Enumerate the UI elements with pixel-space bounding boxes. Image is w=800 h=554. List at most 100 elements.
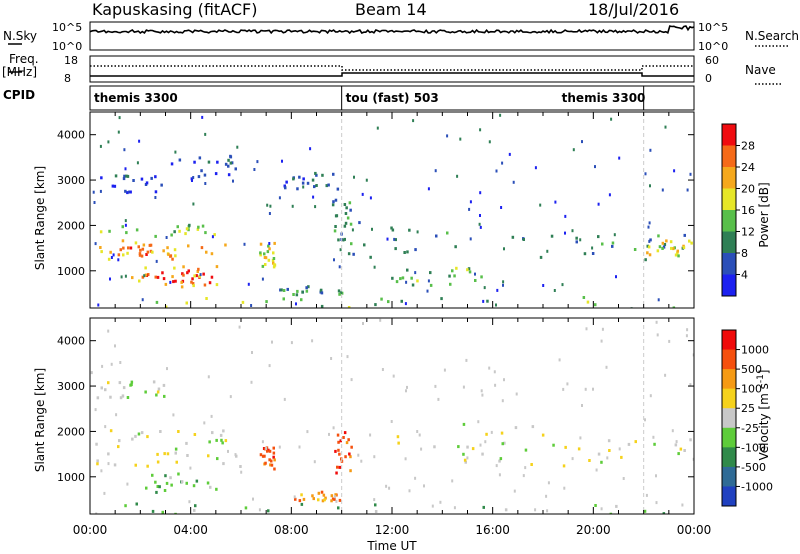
data-cell <box>333 229 337 233</box>
data-cell <box>107 462 110 466</box>
data-cell <box>344 455 347 459</box>
data-cell <box>610 117 613 121</box>
data-cell <box>479 191 482 195</box>
data-cell <box>251 351 253 354</box>
data-cell <box>101 364 104 368</box>
colorbar-swatch <box>722 388 736 409</box>
data-cell <box>188 223 191 227</box>
data-cell <box>199 273 202 277</box>
data-cell <box>692 457 694 461</box>
data-cell <box>656 333 659 337</box>
data-cell <box>325 184 328 188</box>
data-cell <box>193 433 197 436</box>
data-cell <box>180 480 184 484</box>
data-cell <box>357 453 360 457</box>
data-cell <box>125 231 128 235</box>
data-cell <box>690 241 693 245</box>
data-cell <box>662 245 666 249</box>
colorbar-swatch <box>722 349 736 370</box>
data-cell <box>344 221 348 225</box>
data-cell <box>645 493 648 497</box>
colorbar-tick: 4 <box>741 269 748 282</box>
data-cell <box>499 113 502 117</box>
data-cell <box>296 289 299 293</box>
data-cell <box>185 481 188 485</box>
colorbar-swatch <box>722 145 736 168</box>
data-cell <box>579 436 582 440</box>
y-tick-label: 3000 <box>57 174 85 187</box>
data-cell <box>253 168 256 171</box>
nsearch-label: N.Search <box>745 29 799 43</box>
data-cell <box>338 465 342 469</box>
data-cell <box>164 282 168 286</box>
data-cell <box>243 242 246 246</box>
data-cell <box>149 249 153 253</box>
data-cell <box>446 231 449 235</box>
data-cell <box>166 452 170 456</box>
data-cell <box>581 404 583 407</box>
data-cell <box>220 438 223 442</box>
data-cell <box>202 272 205 276</box>
data-cell <box>174 254 177 258</box>
data-cell <box>420 447 423 451</box>
data-cell <box>405 280 408 284</box>
data-cell <box>97 303 100 307</box>
data-cell <box>689 438 692 442</box>
data-cell <box>104 425 107 429</box>
data-cell <box>144 273 148 277</box>
data-cell <box>648 253 652 257</box>
data-cell <box>483 286 486 290</box>
data-cell <box>404 302 407 306</box>
data-cell <box>586 300 590 304</box>
data-cell <box>649 394 652 398</box>
data-cell <box>130 380 134 384</box>
data-cell <box>448 274 451 278</box>
data-cell <box>333 258 335 262</box>
data-cell <box>332 172 335 176</box>
data-cell <box>349 469 352 473</box>
data-cell <box>323 498 326 502</box>
data-cell <box>159 430 162 433</box>
data-cell <box>158 485 161 489</box>
data-cell <box>140 431 144 435</box>
data-cell <box>109 395 112 399</box>
data-cell <box>652 435 655 439</box>
data-cell <box>335 214 339 218</box>
nsky-trace <box>89 25 695 35</box>
data-cell <box>250 380 253 384</box>
data-cell <box>365 178 368 182</box>
data-cell <box>349 222 353 226</box>
data-cell <box>338 265 341 269</box>
data-cell <box>426 289 429 293</box>
data-cell <box>290 341 293 345</box>
data-cell <box>661 188 664 192</box>
data-cell <box>227 449 229 453</box>
data-cell <box>479 443 482 447</box>
data-cell <box>608 449 611 452</box>
data-cell <box>134 241 138 245</box>
data-cell <box>662 512 666 514</box>
data-cell <box>130 383 133 387</box>
data-cell <box>657 298 660 302</box>
data-cell <box>321 173 324 177</box>
data-cell <box>141 247 145 251</box>
data-cell <box>99 144 102 148</box>
data-cell <box>95 512 98 514</box>
data-cell <box>185 301 188 305</box>
data-cell <box>594 165 596 169</box>
data-cell <box>675 440 678 444</box>
data-cell <box>501 161 504 165</box>
data-cell <box>100 386 103 390</box>
data-cell <box>302 177 305 181</box>
power-ylabel: Slant Range [km] <box>33 166 47 270</box>
data-cell <box>141 275 145 279</box>
data-cell <box>339 439 342 443</box>
data-cell <box>330 357 333 360</box>
data-cell <box>129 246 133 250</box>
data-cell <box>219 433 223 437</box>
data-cell <box>342 436 345 439</box>
colorbar-tick: -1000 <box>741 480 773 493</box>
data-cell <box>553 289 556 292</box>
data-cell <box>170 233 173 237</box>
data-cell <box>259 453 263 457</box>
